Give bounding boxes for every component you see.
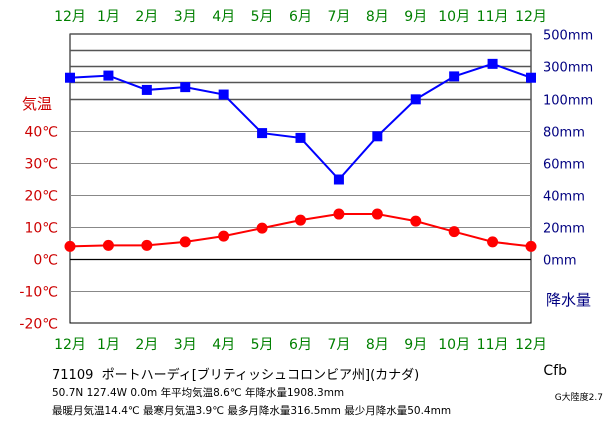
temperature-point (410, 215, 422, 227)
temperature-point (141, 239, 153, 251)
precipitation-tick-label: 20mm (543, 222, 585, 237)
month-label-bottom: 10月 (438, 337, 470, 353)
temperature-tick-label: -20℃ (19, 317, 58, 333)
month-label-bottom: 4月 (212, 337, 235, 353)
temperature-tick-label: 40℃ (24, 125, 58, 141)
temperature-series (64, 208, 537, 252)
precipitation-point (410, 94, 421, 105)
temperature-tick-label: 20℃ (24, 189, 58, 205)
precipitation-tick-label: 500mm (543, 29, 593, 44)
bottom-month-labels: 12月 1月 2月 3月 4月 5月 6月 7月 8月 9月 10月 11月 12月 (54, 337, 547, 353)
month-label-bottom: 7月 (327, 337, 350, 353)
temperature-point (448, 226, 460, 238)
month-label-top: 11月 (477, 9, 509, 25)
temperature-point (256, 222, 268, 234)
temperature-point (333, 208, 345, 220)
temperature-tick-label: 0℃ (33, 253, 58, 269)
month-label-bottom: 11月 (477, 337, 509, 353)
top-month-labels: 12月 1月 2月 3月 4月 5月 6月 7月 8月 9月 10月 11月 12月 (54, 9, 547, 25)
precipitation-tick-label: 80mm (543, 126, 585, 141)
precipitation-point (372, 131, 383, 142)
precipitation-point (180, 82, 191, 93)
temperature-point (218, 230, 230, 242)
precipitation-tick-label: 0mm (543, 254, 577, 269)
precipitation-point (295, 132, 306, 143)
precipitation-point (65, 72, 75, 83)
month-label-bottom: 12月 (515, 337, 547, 353)
grid-lines (69, 33, 532, 324)
climate-chart: 12月 1月 2月 3月 4月 5月 6月 7月 8月 9月 10月 11月 12月 12月 1月 2月 3月… (19, 9, 593, 353)
precipitation-point (333, 174, 344, 185)
precipitation-point (487, 58, 498, 69)
month-label-top: 3月 (174, 9, 197, 25)
month-label-bottom: 6月 (289, 337, 312, 353)
month-label-bottom: 5月 (251, 337, 274, 353)
temperature-axis-label: 気温 (22, 95, 52, 113)
temperature-point (525, 240, 537, 252)
month-label-bottom: 2月 (135, 337, 158, 353)
precipitation-point (141, 84, 152, 95)
station-name: ポートハーディ[ブリティッシュコロンビア州](カナダ) (101, 368, 420, 383)
temperature-point (102, 239, 114, 251)
precipitation-axis-label: 降水量 (546, 291, 591, 309)
temperature-point (64, 240, 76, 252)
precipitation-tick-label: 300mm (543, 61, 593, 76)
temperature-tick-label: 10℃ (24, 221, 58, 237)
month-label-top: 10月 (438, 9, 470, 25)
precipitation-point (218, 89, 229, 100)
min-month-precip: 最少月降水量50.4mm (344, 405, 452, 417)
station-id: 71109 (52, 368, 94, 383)
month-label-top: 4月 (212, 9, 235, 25)
precipitation-line (69, 62, 532, 181)
precipitation-tick-label: 40mm (543, 190, 585, 205)
month-label-top: 2月 (135, 9, 158, 25)
month-label-top: 1月 (97, 9, 120, 25)
temperature-point (487, 236, 499, 248)
extremes-line: 最暖月気温14.4℃ 最寒月気温3.9℃ 最多月降水量316.5mm 最少月降水… (52, 403, 451, 418)
precipitation-tick-label: 100mm (543, 94, 593, 109)
stats-line: 50.7N 127.4W 0.0m 年平均気温8.6℃ 年降水量1908.3mm (52, 385, 344, 400)
temperature-point (371, 208, 383, 220)
month-label-top: 12月 (54, 9, 86, 25)
month-label-bottom: 1月 (97, 337, 120, 353)
warmest-month-temp: 最暖月気温14.4℃ (52, 405, 140, 417)
annual-precip: 年降水量1908.3mm (244, 387, 345, 399)
plot-frame (69, 33, 532, 324)
max-month-precip: 最多月降水量316.5mm (227, 405, 341, 417)
temperature-point (179, 236, 191, 248)
month-label-top: 6月 (289, 9, 312, 25)
month-label-bottom: 8月 (366, 337, 389, 353)
precipitation-point (526, 72, 536, 83)
temperature-tick-labels: 40℃ 30℃ 20℃ 10℃ 0℃ -10℃ -20℃ (19, 125, 58, 333)
month-label-top: 9月 (404, 9, 427, 25)
annual-mean-temp: 年平均気温8.6℃ (160, 387, 242, 399)
temperature-point (295, 214, 306, 226)
month-label-top: 8月 (366, 9, 389, 25)
month-label-bottom: 9月 (404, 337, 427, 353)
month-label-bottom: 12月 (54, 337, 86, 353)
precipitation-point (449, 71, 460, 82)
continentality-index: G大陸度2.7 (554, 393, 603, 403)
precipitation-point (103, 70, 114, 81)
precipitation-tick-labels: 500mm 300mm 100mm 80mm 60mm 40mm 20mm 0mm (543, 29, 593, 269)
precipitation-series (65, 58, 536, 185)
coordinates: 50.7N 127.4W 0.0m (52, 387, 158, 399)
month-label-top: 12月 (515, 9, 547, 25)
month-label-top: 7月 (327, 9, 350, 25)
month-label-bottom: 3月 (174, 337, 197, 353)
climate-class: Cfb (543, 363, 567, 379)
month-label-top: 5月 (251, 9, 274, 25)
precipitation-tick-label: 60mm (543, 158, 585, 173)
temperature-tick-label: 30℃ (24, 157, 58, 173)
coldest-month-temp: 最寒月気温3.9℃ (143, 405, 225, 417)
station-line: 71109 ポートハーディ[ブリティッシュコロンビア州](カナダ) (52, 364, 419, 383)
temperature-tick-label: -10℃ (19, 285, 58, 301)
precipitation-point (257, 128, 268, 139)
